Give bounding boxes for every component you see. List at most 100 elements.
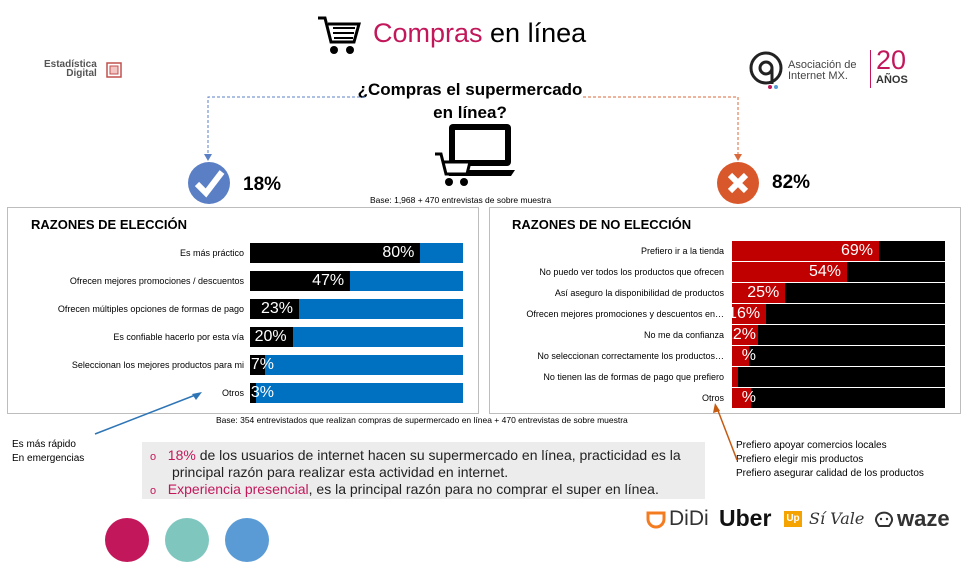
right-note-arrow <box>713 403 738 461</box>
decor-circle-blue <box>225 518 269 562</box>
title-rest: en línea <box>482 18 587 48</box>
estadistica-digital-logo: Estadística Digital <box>44 60 97 79</box>
waze-logo-icon <box>875 511 893 527</box>
data-label: 23% <box>260 300 293 317</box>
brand-up: Up <box>784 511 802 527</box>
category-label: Otros <box>221 388 244 398</box>
close-x-icon <box>717 162 759 204</box>
data-label: 80% <box>382 244 415 261</box>
bar <box>250 271 351 291</box>
summary-text-1: de los usuarios de internet hacen su sup… <box>195 447 681 463</box>
category-label: Es más práctico <box>179 248 244 258</box>
bar-track <box>250 327 463 347</box>
brand-waze: waze <box>897 506 950 531</box>
base-top-note: Base: 1,968 + 470 entrevistas de sobre m… <box>370 195 552 205</box>
bar <box>250 327 293 347</box>
bar <box>250 299 299 319</box>
data-label: 16% <box>728 305 761 322</box>
data-label: 7% <box>250 356 274 373</box>
left-note-arrow <box>94 392 202 435</box>
bar-row: No puedo ver todos los productos que ofr… <box>490 262 945 282</box>
bar-track <box>732 325 945 345</box>
asociacion-internet-logo-icon <box>749 51 783 89</box>
shopping-cart-icon <box>318 16 361 54</box>
checkmark-icon <box>188 162 230 204</box>
years-number: 20 <box>876 45 907 75</box>
summary-text-3: , es la principal razón para no comprar … <box>308 481 659 497</box>
data-label: 20% <box>254 328 287 345</box>
decor-circle-magenta <box>105 518 149 562</box>
category-label: Así aseguro la disponibilidad de product… <box>554 288 724 298</box>
bar <box>732 346 750 366</box>
years-label: AÑOS <box>876 74 908 86</box>
question-text: ¿Compras el supermercado en línea? <box>357 80 583 122</box>
summary-line-1: o 18% de los usuarios de internet hacen … <box>150 447 681 466</box>
left-other-note: Es más rápido En emergencias <box>12 438 84 466</box>
category-label: Otros <box>701 393 724 403</box>
brand-logos: DiDi Uber Up Sí Vale waze <box>645 505 960 535</box>
reasons-choice-panel: RAZONES DE ELECCIÓN Es más práctico 80% Of… <box>7 207 479 414</box>
category-label: No seleccionan correctamente los product… <box>537 351 724 361</box>
bar <box>732 283 786 303</box>
category-label: No me da confianza <box>643 330 724 340</box>
yes-percentage: 18% <box>243 174 282 195</box>
bar-row: Prefiero ir a la tienda 69% <box>490 241 945 261</box>
bar <box>732 241 879 261</box>
bar <box>250 243 421 263</box>
laptop-cart-icon <box>435 124 515 186</box>
bar-row: Es confiable hacerlo por esta vía 20% <box>8 327 463 347</box>
bar-track <box>732 346 945 366</box>
note-right-line-1: Prefiero apoyar comercios locales <box>736 440 887 451</box>
bar-row: Es más práctico 80% <box>8 243 463 263</box>
bullet-icon: o <box>150 451 157 463</box>
no-percentage: 82% <box>772 172 811 193</box>
note-left-line-1: Es más rápido <box>12 439 76 450</box>
reasons-choice-chart: Es más práctico 80% Ofrecen mejores promoc… <box>8 208 478 413</box>
bar-track <box>250 299 463 319</box>
brand-didi: DiDi <box>669 507 709 530</box>
bar-track <box>250 383 463 403</box>
category-label: No puedo ver todos los productos que ofr… <box>539 267 724 277</box>
bar-row: Así aseguro la disponibilidad de product… <box>490 283 945 303</box>
logo-line-2: Digital <box>66 68 97 79</box>
summary-highlight-1: 18% <box>167 447 196 463</box>
bar <box>732 367 739 387</box>
data-label: 3% <box>250 384 274 401</box>
right-other-note: Prefiero apoyar comercios locales Prefie… <box>736 439 924 481</box>
summary-box: o 18% de los usuarios de internet hacen … <box>142 442 705 499</box>
brand-si-vale: Sí Vale <box>809 509 865 528</box>
category-label: No tienen las de formas de pago que pref… <box>543 372 724 382</box>
data-label: 54% <box>808 263 842 280</box>
reasons-choice-title: RAZONES DE ELECCIÓN <box>31 217 188 232</box>
no-connector <box>583 96 742 161</box>
didi-logo-icon <box>646 511 666 529</box>
bar-track <box>732 367 945 387</box>
bar <box>732 325 758 345</box>
category-label: Es confiable hacerlo por esta vía <box>113 332 244 342</box>
bar-track <box>250 355 463 375</box>
amx-line-1: Asociación de <box>788 59 857 71</box>
reasons-no-choice-panel: RAZONES DE NO ELECCIÓN Prefiero ir a la … <box>489 207 961 414</box>
bar-row: Seleccionan los mejores productos para m… <box>8 355 463 375</box>
reasons-no-choice-title: RAZONES DE NO ELECCIÓN <box>512 217 692 232</box>
data-label: 12% <box>723 326 756 343</box>
yes-connector <box>204 96 365 161</box>
data-label: % <box>741 347 756 364</box>
bar-row: Ofrecen mejores promociones / descuentos… <box>8 271 463 291</box>
bar <box>732 304 767 324</box>
bullet-icon: o <box>150 485 157 497</box>
summary-line-2: principal razón para realizar esta activ… <box>172 464 509 480</box>
data-label: 25% <box>747 284 780 301</box>
decor-circle-teal <box>165 518 209 562</box>
category-label: Ofrecen mejores promociones / descuentos <box>69 276 244 286</box>
bar <box>732 262 848 282</box>
cube-logo-icon <box>106 62 122 78</box>
category-label: Prefiero ir a la tienda <box>640 246 724 256</box>
bar-row: Otros% <box>490 388 945 408</box>
page-title: Compras en línea <box>373 18 586 49</box>
brand-uber: Uber <box>719 505 772 531</box>
bar-row: No seleccionan correctamente los product… <box>490 346 945 366</box>
note-right-line-2: Prefiero elegir mis productos <box>736 454 864 465</box>
note-right-line-3: Prefiero asegurar calidad de los product… <box>736 468 924 479</box>
category-label: Ofrecen mejores promociones y descuentos… <box>526 309 724 319</box>
